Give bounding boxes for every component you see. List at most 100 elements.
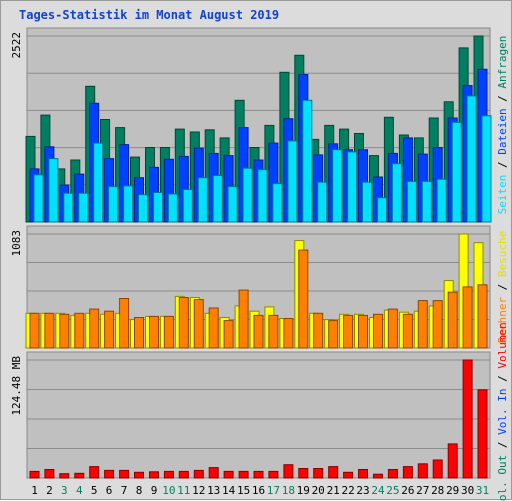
legend-top: Seiten / Dateien / Anfragen: [496, 36, 509, 215]
legend-separator: /: [496, 89, 509, 109]
bar-rechner-24: [373, 313, 383, 349]
legend-item-rechner: Rechner: [496, 297, 509, 344]
bar-volumen-9: [149, 471, 159, 479]
bar-seiten-19: [302, 99, 313, 223]
bar-volumen-31: [477, 389, 488, 479]
x-tick-label-31: 31: [476, 484, 489, 497]
bar-volumen-18: [283, 464, 294, 479]
bar-rechner-26: [402, 313, 413, 349]
bar-volumen-28: [432, 459, 443, 479]
x-tick-label-1: 1: [31, 484, 38, 497]
panel-middle: 1083 Rechner / Besuche: [10, 225, 509, 349]
chart-title: Tages-Statistik im Monat August 2019: [19, 8, 280, 22]
legend-middle: Rechner / Besuche: [496, 231, 509, 344]
y-tick-label: 2522: [10, 32, 23, 59]
bar-seiten-29: [451, 121, 462, 223]
bar-rechner-25: [387, 308, 398, 349]
bar-volumen-8: [134, 471, 144, 479]
x-tick-label-4: 4: [76, 484, 83, 497]
bar-volumen-13: [208, 467, 219, 479]
x-tick-label-11: 11: [177, 484, 190, 497]
bar-seiten-11: [182, 189, 193, 223]
bar-rechner-10: [163, 315, 174, 349]
x-tick-label-14: 14: [222, 484, 236, 497]
bar-rechner-28: [432, 300, 443, 349]
bar-rechner-18: [283, 318, 294, 349]
bar-rechner-7: [119, 298, 130, 349]
bar-rechner-22: [343, 314, 354, 349]
bar-volumen-14: [223, 470, 234, 479]
x-tick-label-20: 20: [312, 484, 325, 497]
legend-bottom: Vol. Out / Vol. In / Volumen: [496, 322, 509, 501]
x-tick-label-2: 2: [46, 484, 53, 497]
bar-seiten-8: [138, 194, 148, 223]
legend-item-vol-out: Vol. Out: [496, 455, 509, 501]
panel-top: 2522 Seiten / Dateien / Anfragen: [10, 27, 509, 223]
x-tick-label-17: 17: [267, 484, 280, 497]
bar-seiten-7: [123, 185, 134, 223]
bar-seiten-26: [406, 180, 417, 223]
bar-rechner-14: [223, 320, 234, 349]
x-tick-label-19: 19: [297, 484, 310, 497]
bar-seiten-30: [466, 95, 477, 223]
bar-rechner-30: [462, 286, 473, 349]
bar-seiten-15: [242, 167, 253, 223]
bar-seiten-22: [347, 151, 358, 223]
x-tick-label-24: 24: [371, 484, 385, 497]
bar-seiten-21: [332, 149, 343, 223]
bar-seiten-12: [197, 177, 208, 223]
x-tick-label-7: 7: [121, 484, 128, 497]
bar-volumen-22: [343, 471, 354, 479]
bar-rechner-21: [328, 320, 339, 349]
bar-volumen-29: [447, 443, 458, 479]
x-tick-label-23: 23: [356, 484, 369, 497]
bar-volumen-2: [44, 469, 55, 479]
bar-volumen-7: [119, 469, 130, 479]
bar-rechner-1: [29, 312, 40, 349]
bar-rechner-8: [134, 317, 144, 349]
bar-volumen-26: [402, 466, 413, 479]
x-tick-label-26: 26: [401, 484, 414, 497]
bar-volumen-4: [74, 472, 85, 479]
bar-volumen-5: [89, 466, 100, 479]
bar-rechner-13: [208, 307, 219, 349]
bar-seiten-9: [153, 192, 163, 223]
bar-rechner-19: [298, 249, 309, 349]
legend-separator: /: [496, 277, 509, 297]
bar-seiten-3: [63, 192, 74, 223]
bar-seiten-27: [421, 180, 432, 223]
bar-seiten-25: [391, 163, 402, 223]
bar-volumen-17: [268, 470, 279, 479]
bar-seiten-20: [317, 181, 328, 223]
bar-rechner-27: [417, 300, 428, 349]
x-tick-label-5: 5: [91, 484, 98, 497]
legend-separator: /: [496, 155, 509, 175]
bar-seiten-13: [212, 175, 223, 223]
bar-volumen-19: [298, 468, 309, 479]
x-tick-label-15: 15: [237, 484, 250, 497]
legend-separator: /: [496, 435, 509, 455]
bar-rechner-5: [89, 308, 100, 349]
bar-rechner-20: [313, 312, 324, 349]
bar-seiten-14: [227, 186, 238, 223]
bar-seiten-4: [78, 192, 89, 223]
y-tick-label: 124.48 MB: [10, 356, 23, 416]
bar-volumen-6: [104, 469, 115, 479]
x-tick-label-6: 6: [106, 484, 113, 497]
x-tick-label-21: 21: [327, 484, 340, 497]
legend-item-besuche: Besuche: [496, 231, 509, 277]
x-tick-label-10: 10: [162, 484, 175, 497]
legend-item-vol-in: Vol. In: [496, 389, 509, 435]
bar-volumen-30: [462, 359, 473, 479]
x-tick-label-3: 3: [61, 484, 68, 497]
legend-item-seiten: Seiten: [496, 175, 509, 215]
legend-item-dateien: Dateien: [496, 108, 509, 154]
legend-item-volumen: Volumen: [496, 322, 509, 368]
bar-volumen-15: [238, 470, 249, 479]
x-tick-label-9: 9: [151, 484, 158, 497]
bar-seiten-23: [362, 181, 372, 223]
bar-volumen-12: [193, 469, 204, 479]
bar-rechner-11: [178, 297, 189, 349]
bar-rechner-31: [477, 284, 488, 349]
